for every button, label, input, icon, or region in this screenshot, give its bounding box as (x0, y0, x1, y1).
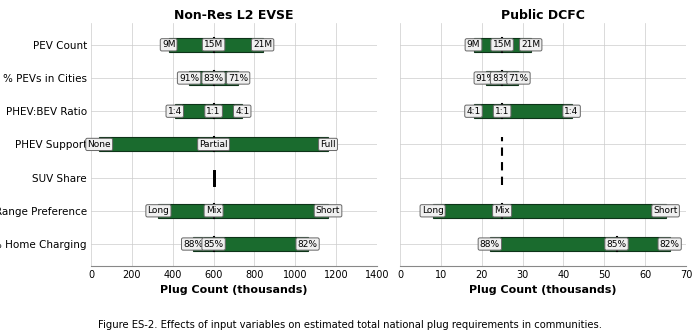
Text: 83%: 83% (204, 73, 224, 83)
Bar (158, 204, 328, 218)
Text: Short: Short (316, 206, 340, 215)
Title: Non-Res L2 EVSE: Non-Res L2 EVSE (174, 9, 294, 22)
Text: 1:4: 1:4 (167, 107, 182, 116)
Text: None: None (88, 140, 111, 149)
Text: Mix: Mix (206, 206, 221, 215)
Text: 21M: 21M (521, 40, 540, 49)
Bar (473, 104, 572, 118)
Text: 71%: 71% (228, 73, 248, 83)
X-axis label: Plug Count (thousands): Plug Count (thousands) (469, 285, 617, 295)
Text: 88%: 88% (480, 239, 500, 249)
Text: Figure ES-2. Effects of input variables on estimated total national plug require: Figure ES-2. Effects of input variables … (98, 320, 602, 330)
Bar (473, 38, 531, 52)
Bar (490, 237, 670, 251)
Text: 88%: 88% (183, 239, 203, 249)
Bar (189, 71, 238, 85)
Text: 85%: 85% (204, 239, 224, 249)
Bar (433, 204, 666, 218)
Text: 21M: 21M (253, 40, 272, 49)
Bar (99, 137, 328, 151)
Text: Short: Short (653, 206, 678, 215)
Text: 1:4: 1:4 (564, 107, 579, 116)
Text: 82%: 82% (659, 239, 680, 249)
Text: 91%: 91% (476, 73, 496, 83)
Bar (175, 104, 242, 118)
Text: Long: Long (421, 206, 444, 215)
Text: Partial: Partial (199, 140, 228, 149)
Text: 9M: 9M (162, 40, 176, 49)
Text: 1:1: 1:1 (495, 107, 510, 116)
Text: 85%: 85% (606, 239, 627, 249)
Bar (169, 38, 262, 52)
Text: 4:1: 4:1 (466, 107, 481, 116)
Text: 91%: 91% (179, 73, 199, 83)
Bar (486, 71, 519, 85)
Text: 15M: 15M (204, 40, 223, 49)
Text: 1:1: 1:1 (206, 107, 220, 116)
Text: 4:1: 4:1 (235, 107, 249, 116)
Text: 15M: 15M (493, 40, 512, 49)
Text: Long: Long (148, 206, 169, 215)
Text: 9M: 9M (467, 40, 480, 49)
Text: 71%: 71% (508, 73, 528, 83)
Text: 82%: 82% (298, 239, 318, 249)
X-axis label: Plug Count (thousands): Plug Count (thousands) (160, 285, 308, 295)
Text: Mix: Mix (494, 206, 510, 215)
Text: Full: Full (320, 140, 336, 149)
Title: Public DCFC: Public DCFC (501, 9, 585, 22)
Bar (193, 237, 307, 251)
Text: 83%: 83% (492, 73, 512, 83)
